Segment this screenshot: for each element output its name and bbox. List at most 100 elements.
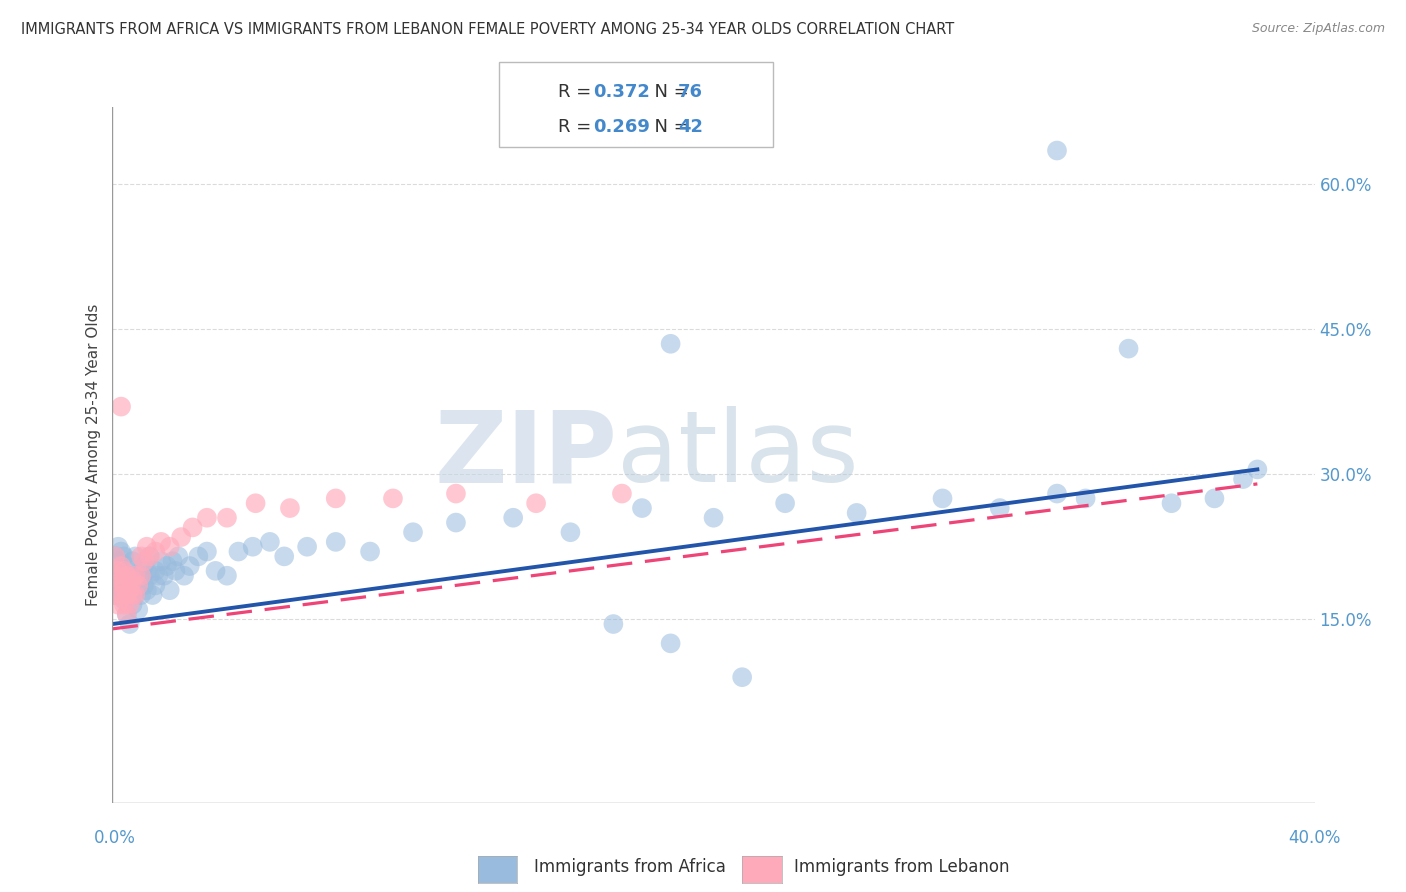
Point <box>150 535 173 549</box>
Text: Immigrants from Lebanon: Immigrants from Lebanon <box>794 858 1010 876</box>
Point <box>1046 144 1069 158</box>
Text: 42: 42 <box>678 118 703 136</box>
Point <box>135 540 157 554</box>
Point <box>156 559 179 574</box>
Point <box>112 549 135 564</box>
Point <box>110 559 132 574</box>
Point <box>127 602 149 616</box>
Point <box>381 491 405 506</box>
Text: ZIP: ZIP <box>434 407 617 503</box>
Point <box>402 525 425 540</box>
Point <box>278 501 301 516</box>
Text: 0.269: 0.269 <box>593 118 650 136</box>
Point <box>141 588 163 602</box>
Point <box>107 578 129 592</box>
Point <box>195 544 218 558</box>
Point <box>121 574 143 588</box>
Point <box>107 564 129 578</box>
Point <box>104 549 127 564</box>
Point <box>1118 342 1140 356</box>
Point <box>132 578 155 592</box>
Point <box>659 336 682 351</box>
Text: 0.0%: 0.0% <box>94 829 136 847</box>
Point <box>145 578 167 592</box>
Point <box>159 540 181 554</box>
Point <box>115 588 138 602</box>
Point <box>148 568 170 582</box>
Point <box>631 501 654 516</box>
Point <box>138 568 160 582</box>
Point <box>159 583 181 598</box>
Point <box>170 530 193 544</box>
Point <box>325 535 347 549</box>
Point <box>129 568 152 582</box>
Point <box>153 568 176 582</box>
Point <box>107 554 129 568</box>
Point <box>115 559 138 574</box>
Point <box>145 544 167 558</box>
Point <box>121 588 143 602</box>
Point <box>129 568 152 582</box>
Point <box>988 501 1011 516</box>
Text: 40.0%: 40.0% <box>1288 829 1341 847</box>
Point <box>118 617 141 632</box>
Point <box>560 525 582 540</box>
Point <box>1160 496 1182 510</box>
Point <box>1232 472 1254 486</box>
Point <box>124 588 146 602</box>
Point <box>295 540 318 554</box>
Point <box>1246 462 1268 476</box>
Point <box>124 549 146 564</box>
Point <box>245 496 267 510</box>
Point <box>104 588 127 602</box>
Point <box>162 554 184 568</box>
Point <box>110 564 132 578</box>
Point <box>118 598 141 612</box>
Point <box>524 496 547 510</box>
Point <box>115 607 138 622</box>
Point <box>273 549 295 564</box>
Point <box>215 510 238 524</box>
Point <box>931 491 953 506</box>
Point <box>107 540 129 554</box>
Point <box>195 510 218 524</box>
Point <box>135 564 157 578</box>
Text: R =: R = <box>558 83 598 101</box>
Point <box>845 506 868 520</box>
Point <box>181 520 204 534</box>
Point <box>145 564 167 578</box>
Point <box>215 568 238 582</box>
Text: IMMIGRANTS FROM AFRICA VS IMMIGRANTS FROM LEBANON FEMALE POVERTY AMONG 25-34 YEA: IMMIGRANTS FROM AFRICA VS IMMIGRANTS FRO… <box>21 22 955 37</box>
Point <box>104 568 127 582</box>
Point <box>124 568 146 582</box>
Text: 76: 76 <box>678 83 703 101</box>
Point <box>610 486 633 500</box>
Point <box>121 554 143 568</box>
Text: R =: R = <box>558 118 598 136</box>
Point <box>444 486 467 500</box>
Point <box>204 564 226 578</box>
Point <box>110 588 132 602</box>
Text: 0.372: 0.372 <box>593 83 650 101</box>
Point <box>259 535 281 549</box>
Point <box>138 549 160 564</box>
Point <box>135 583 157 598</box>
Point <box>165 564 187 578</box>
Point <box>167 549 190 564</box>
Point <box>110 583 132 598</box>
Point <box>104 568 127 582</box>
Point <box>107 598 129 612</box>
Point <box>104 588 127 602</box>
Point <box>187 549 209 564</box>
Point <box>228 544 250 558</box>
Point <box>659 636 682 650</box>
Text: N =: N = <box>643 118 695 136</box>
Point <box>1074 491 1097 506</box>
Point <box>112 564 135 578</box>
Y-axis label: Female Poverty Among 25-34 Year Olds: Female Poverty Among 25-34 Year Olds <box>86 304 101 606</box>
Point <box>118 588 141 602</box>
Point <box>127 578 149 592</box>
Point <box>132 554 155 568</box>
Text: N =: N = <box>643 83 695 101</box>
Point <box>242 540 264 554</box>
